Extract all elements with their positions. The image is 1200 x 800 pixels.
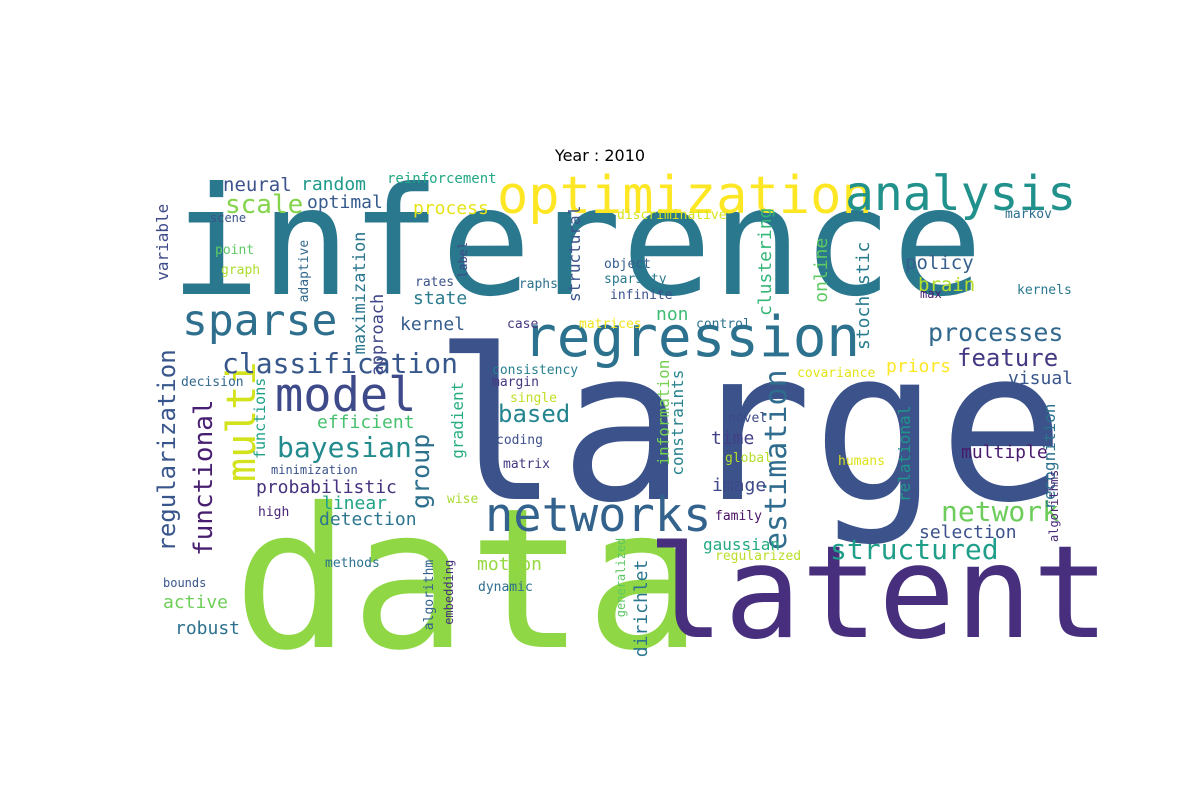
word-detection: detection — [319, 509, 417, 530]
word-robust: robust — [175, 618, 241, 639]
word-group: group — [406, 433, 435, 509]
word-bounds: bounds — [163, 576, 207, 590]
word-based: based — [498, 400, 571, 428]
word-label: label — [456, 241, 470, 278]
word-approach: approach — [368, 293, 388, 376]
word-analysis: analysis — [845, 166, 1077, 222]
word-regularized: regularized — [715, 549, 802, 564]
word-data: data — [233, 466, 703, 693]
word-probabilistic: probabilistic — [256, 477, 397, 498]
word-consistency: consistency — [492, 363, 579, 378]
word-constraints: constraints — [668, 369, 687, 476]
word-embedding: embedding — [442, 559, 456, 625]
word-selection: selection — [919, 522, 1017, 543]
word-graph: graph — [221, 263, 261, 278]
word-stochastic: stochastic — [853, 241, 874, 350]
word-novel: novel — [728, 411, 768, 426]
word-gaussian: gaussian — [703, 535, 781, 554]
word-dynamic: dynamic — [478, 580, 533, 595]
word-rates: rates — [415, 275, 455, 290]
word-large: large — [433, 304, 1066, 549]
word-state: state — [413, 288, 468, 309]
word-matrix: matrix — [503, 457, 550, 472]
word-visual: visual — [1008, 368, 1074, 389]
word-relational: relational — [895, 405, 914, 502]
word-network: network — [941, 495, 1060, 528]
word-kernel: kernel — [400, 314, 466, 335]
word-motion: motion — [477, 554, 543, 575]
word-classification: classification — [222, 347, 459, 380]
word-neural: neural — [223, 174, 292, 196]
word-bayesian: bayesian — [277, 431, 412, 464]
word-adaptive: adaptive — [297, 239, 312, 303]
word-high: high — [258, 505, 290, 520]
word-functions: functions — [251, 377, 269, 459]
word-sparsity: sparsity — [604, 272, 667, 287]
word-efficient: efficient — [317, 412, 415, 433]
word-multiple: multiple — [961, 442, 1048, 463]
word-dirichlet: dirichlet — [631, 559, 652, 658]
word-structural: structural — [565, 205, 584, 302]
word-networks: networks — [485, 488, 712, 543]
word-time: time — [711, 428, 755, 449]
word-model: model — [275, 368, 417, 423]
word-single: single — [510, 391, 557, 406]
word-random: random — [301, 174, 367, 195]
word-variable: variable — [153, 203, 172, 281]
word-margin: margin — [492, 375, 539, 390]
word-reinforcement: reinforcement — [387, 171, 497, 187]
word-scale: scale — [225, 190, 304, 220]
word-object: object — [604, 257, 651, 272]
word-functional: functional — [189, 399, 219, 556]
word-point: point — [215, 243, 255, 258]
word-cloud: inference large data latent optimization anal… — [153, 166, 1109, 677]
word-methods: methods — [325, 556, 380, 571]
word-discriminative: discriminative — [617, 208, 727, 223]
word-processes: processes — [928, 318, 1064, 347]
word-wise: wise — [447, 492, 479, 507]
word-max: max — [920, 287, 942, 301]
word-humans: humans — [838, 454, 885, 469]
word-optimal: optimal — [307, 192, 383, 213]
word-generalized: generalized — [614, 537, 628, 618]
word-kernels: kernels — [1017, 283, 1072, 298]
word-process: process — [413, 198, 489, 219]
word-image: image — [712, 475, 767, 496]
word-optimization: optimization — [497, 166, 873, 226]
word-covariance: covariance — [797, 366, 876, 381]
word-non: non — [656, 304, 689, 325]
word-feature: feature — [957, 344, 1059, 372]
word-structured: structured — [830, 533, 999, 566]
word-maximization: maximization — [350, 231, 370, 355]
word-markov: markov — [1005, 207, 1052, 222]
word-brain: brain — [918, 274, 976, 296]
word-online: online — [811, 237, 832, 303]
word-graphs: graphs — [511, 277, 558, 292]
word-scene: scene — [210, 211, 247, 225]
word-regularization: regularization — [153, 349, 181, 552]
word-clustering: clustering — [755, 207, 776, 316]
word-matrices: matrices — [579, 317, 642, 332]
word-priors: priors — [886, 356, 952, 377]
word-infinite: infinite — [610, 288, 673, 303]
word-global: global — [725, 451, 772, 466]
chart-title: Year : 2010 — [554, 146, 646, 165]
word-algorithms: algorithms — [1047, 469, 1061, 542]
word-regression: regression — [523, 305, 861, 370]
word-control: control — [696, 317, 751, 332]
word-algorithm: algorithm — [422, 559, 437, 631]
word-coding: coding — [496, 433, 543, 448]
word-latent: latent — [647, 519, 1110, 668]
word-decision: decision — [181, 375, 244, 390]
word-active: active — [163, 592, 229, 613]
word-policy: policy — [905, 252, 974, 274]
word-case: case — [507, 317, 539, 332]
word-linear: linear — [322, 493, 388, 514]
word-family: family — [715, 509, 762, 524]
word-sparse: sparse — [182, 296, 338, 346]
word-minimization: minimization — [271, 463, 358, 477]
word-gradient: gradient — [448, 381, 467, 459]
word-inference: inference — [170, 156, 983, 330]
